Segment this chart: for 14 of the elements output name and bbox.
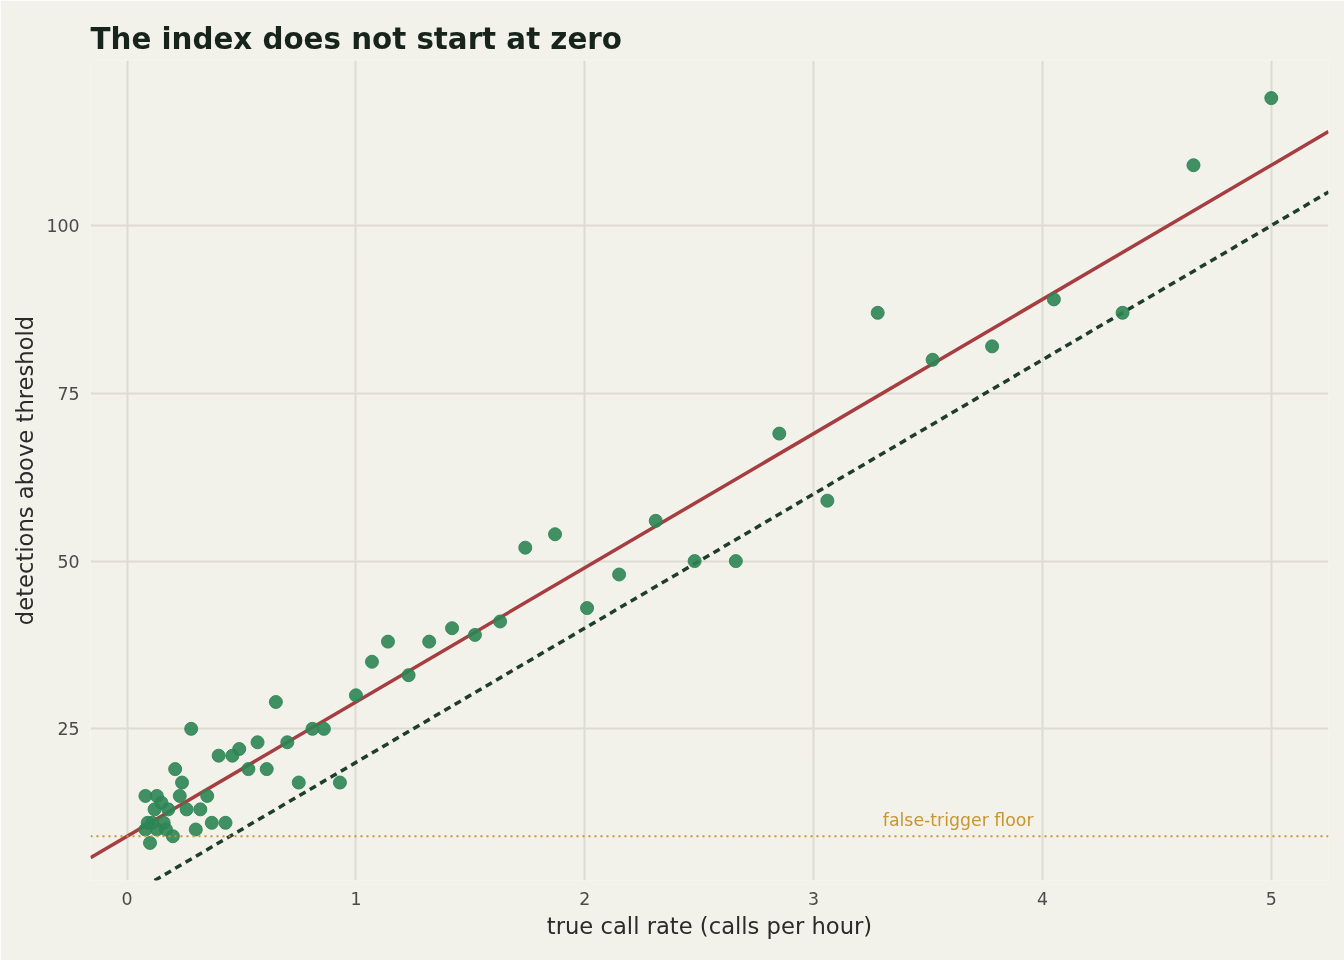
x-tick-label: 2: [579, 888, 591, 909]
y-tick-label: 75: [57, 383, 80, 404]
x-tick-label: 4: [1036, 888, 1048, 909]
y-axis-title: detections above threshold: [12, 315, 39, 626]
y-tick-label: 50: [57, 551, 80, 572]
x-tick-label: 5: [1265, 888, 1277, 909]
chart-title: The index does not start at zero: [90, 21, 622, 56]
x-tick-label: 1: [350, 888, 362, 909]
y-tick-label: 25: [57, 719, 80, 740]
y-tick-label: 100: [46, 216, 80, 237]
x-tick-label: 3: [808, 888, 820, 909]
x-tick-label: 0: [121, 888, 133, 909]
ref-line-label: false-trigger floor: [882, 810, 1035, 831]
x-axis-title: true call rate (calls per hour): [546, 912, 873, 939]
